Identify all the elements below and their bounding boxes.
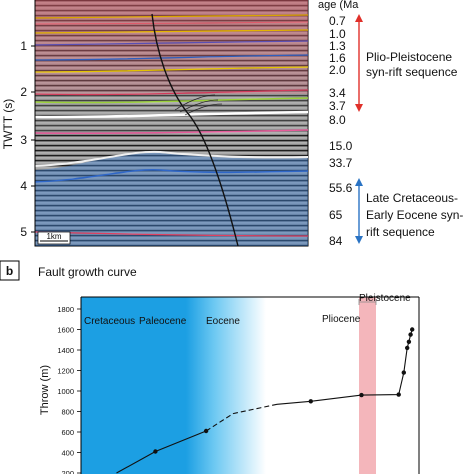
age-label: 15.0 xyxy=(329,139,353,153)
lower-sequence-arrow xyxy=(355,178,363,244)
lower-sequence-label-2: Early Eocene syn- xyxy=(366,208,463,222)
age-column: age (Ma 0.7 1.0 1.3 1.6 2.0 3.4 3.7 8.0 … xyxy=(318,0,359,248)
growth-data-point xyxy=(410,327,415,332)
throw-axis-ticks: 200 400 600 800 1000 1200 1400 1600 1800 xyxy=(57,305,81,474)
ytick-a-2: 2 xyxy=(20,85,27,99)
period-label-pliocene: Pliocene xyxy=(322,314,361,325)
lower-sequence-label-3: rift sequence xyxy=(366,225,435,239)
throw-tick-label: 800 xyxy=(61,408,74,417)
growth-data-point xyxy=(396,392,401,397)
pleistocene-band xyxy=(359,297,376,474)
age-label: 3.7 xyxy=(329,99,346,113)
fault-growth-chart: Cretaceous Paleocene Eocene Pliocene Ple… xyxy=(39,293,420,474)
lower-sequence-label-1: Late Cretaceous- xyxy=(366,191,458,205)
growth-data-point xyxy=(405,345,410,351)
cretaceous-paleocene-band xyxy=(81,297,186,474)
age-label: 65 xyxy=(329,208,343,222)
growth-curve-markers xyxy=(153,327,415,454)
age-label: 1.0 xyxy=(329,27,346,41)
growth-data-point xyxy=(203,428,209,434)
ytick-a-4: 4 xyxy=(20,179,27,193)
throw-axis-label: Throw (m) xyxy=(39,365,51,415)
throw-tick-label: 400 xyxy=(61,449,74,458)
age-label: 0.7 xyxy=(329,14,346,28)
ytick-a-5: 5 xyxy=(20,225,27,239)
fault-line xyxy=(151,13,239,247)
throw-tick-label: 200 xyxy=(61,469,74,474)
age-header: age (Ma xyxy=(318,0,359,11)
age-label: 33.7 xyxy=(329,156,353,170)
twtt-axis-label: TWTT (s) xyxy=(1,99,15,149)
period-label-paleocene: Paleocene xyxy=(139,316,187,327)
throw-tick-label: 1800 xyxy=(57,305,74,314)
dashed-growth-segment xyxy=(205,403,278,432)
ytick-a-3: 3 xyxy=(20,133,27,147)
twtt-axis: 1 2 3 4 5 TWTT (s) xyxy=(1,0,36,246)
ytick-a-1: 1 xyxy=(20,39,27,53)
scale-bar-label: 1km xyxy=(46,232,61,241)
growth-data-point xyxy=(359,392,364,398)
throw-tick-label: 600 xyxy=(61,428,74,437)
eocene-band xyxy=(186,297,266,474)
period-label-eocene: Eocene xyxy=(206,316,240,327)
throw-tick-label: 1400 xyxy=(57,346,74,355)
growth-data-point xyxy=(408,332,413,337)
age-label: 55.6 xyxy=(329,181,353,195)
age-label: 2.0 xyxy=(329,63,346,77)
seismic-section: 1km xyxy=(34,0,309,247)
growth-data-point xyxy=(153,449,158,454)
panel-b-title: Fault growth curve xyxy=(38,265,137,279)
growth-data-point xyxy=(406,339,412,344)
throw-tick-label: 1200 xyxy=(57,367,74,376)
throw-tick-label: 1600 xyxy=(57,326,74,335)
age-label: 3.4 xyxy=(329,86,346,100)
period-label-cretaceous: Cretaceous xyxy=(84,316,135,327)
upper-sequence-label-2: syn-rift sequence xyxy=(366,65,458,79)
panel-b-label: b xyxy=(6,264,13,278)
upper-sequence-arrow xyxy=(355,14,363,112)
growth-data-point xyxy=(401,370,406,375)
age-label: 84 xyxy=(329,234,343,248)
upper-sequence-label-1: Plio-Pleistocene xyxy=(366,50,452,64)
throw-tick-label: 1000 xyxy=(57,387,74,396)
age-label: 1.3 xyxy=(329,39,346,53)
growth-data-point xyxy=(308,399,313,404)
age-label: 1.6 xyxy=(329,51,346,65)
age-label: 8.0 xyxy=(329,113,346,127)
panel-b-label-box xyxy=(0,260,20,281)
solid-growth-segment xyxy=(276,329,413,405)
period-label-pleistocene: Pleistocene xyxy=(359,293,411,304)
